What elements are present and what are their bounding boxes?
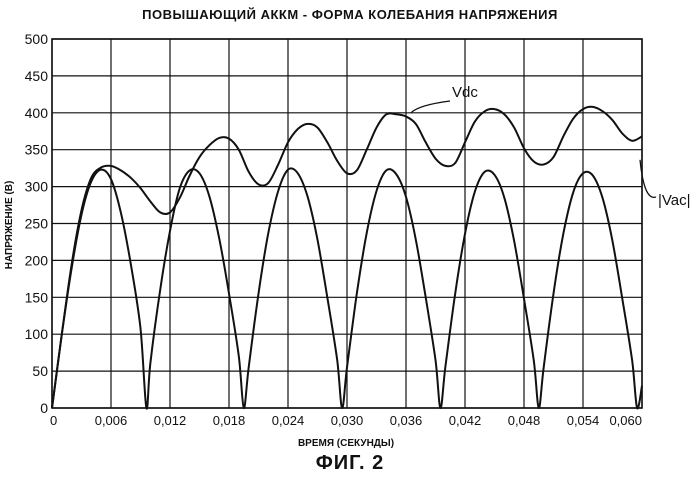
vdc-annotation: Vdc [452, 84, 478, 101]
x-tick-label: 0,060 [609, 413, 642, 428]
x-tick-label: 0 [50, 413, 57, 428]
grid-lines [52, 39, 642, 408]
x-tick-label: 0,042 [449, 413, 482, 428]
x-tick-label: 0,054 [567, 413, 600, 428]
vdc-leader-line [411, 101, 450, 113]
y-tick-label: 250 [25, 216, 49, 232]
x-axis-label: ВРЕМЯ (СЕКУНДЫ) [298, 438, 394, 449]
y-tick-label: 200 [25, 252, 49, 268]
y-tick-label: 350 [25, 142, 49, 158]
y-tick-label: 150 [25, 289, 49, 305]
y-tick-label: 300 [25, 179, 49, 195]
y-tick-label: 0 [40, 400, 48, 416]
figure-label: ФИГ. 2 [0, 452, 700, 475]
vac-annotation: |Vac| [658, 192, 691, 209]
y-tick-label: 450 [25, 68, 49, 84]
y-tick-labels: 0 50 100 150 200 250 300 350 400 450 500 [25, 31, 49, 416]
y-tick-label: 400 [25, 105, 49, 121]
x-tick-label: 0,048 [508, 413, 541, 428]
x-tick-label: 0,030 [331, 413, 364, 428]
x-tick-label: 0,036 [390, 413, 423, 428]
x-tick-label: 0,024 [272, 413, 305, 428]
y-axis-label: НАПРЯЖЕНИЕ (В) [4, 181, 15, 270]
x-tick-label: 0,018 [213, 413, 246, 428]
x-tick-labels: 0 0,006 0,012 0,018 0,024 0,030 0,036 0,042 0,04… [50, 413, 642, 428]
y-tick-label: 50 [32, 363, 48, 379]
x-tick-label: 0,006 [95, 413, 128, 428]
y-tick-label: 500 [25, 31, 49, 47]
annotation-layer: Vdc |Vac| [411, 84, 691, 209]
y-tick-label: 100 [25, 326, 49, 342]
x-tick-label: 0,012 [154, 413, 187, 428]
